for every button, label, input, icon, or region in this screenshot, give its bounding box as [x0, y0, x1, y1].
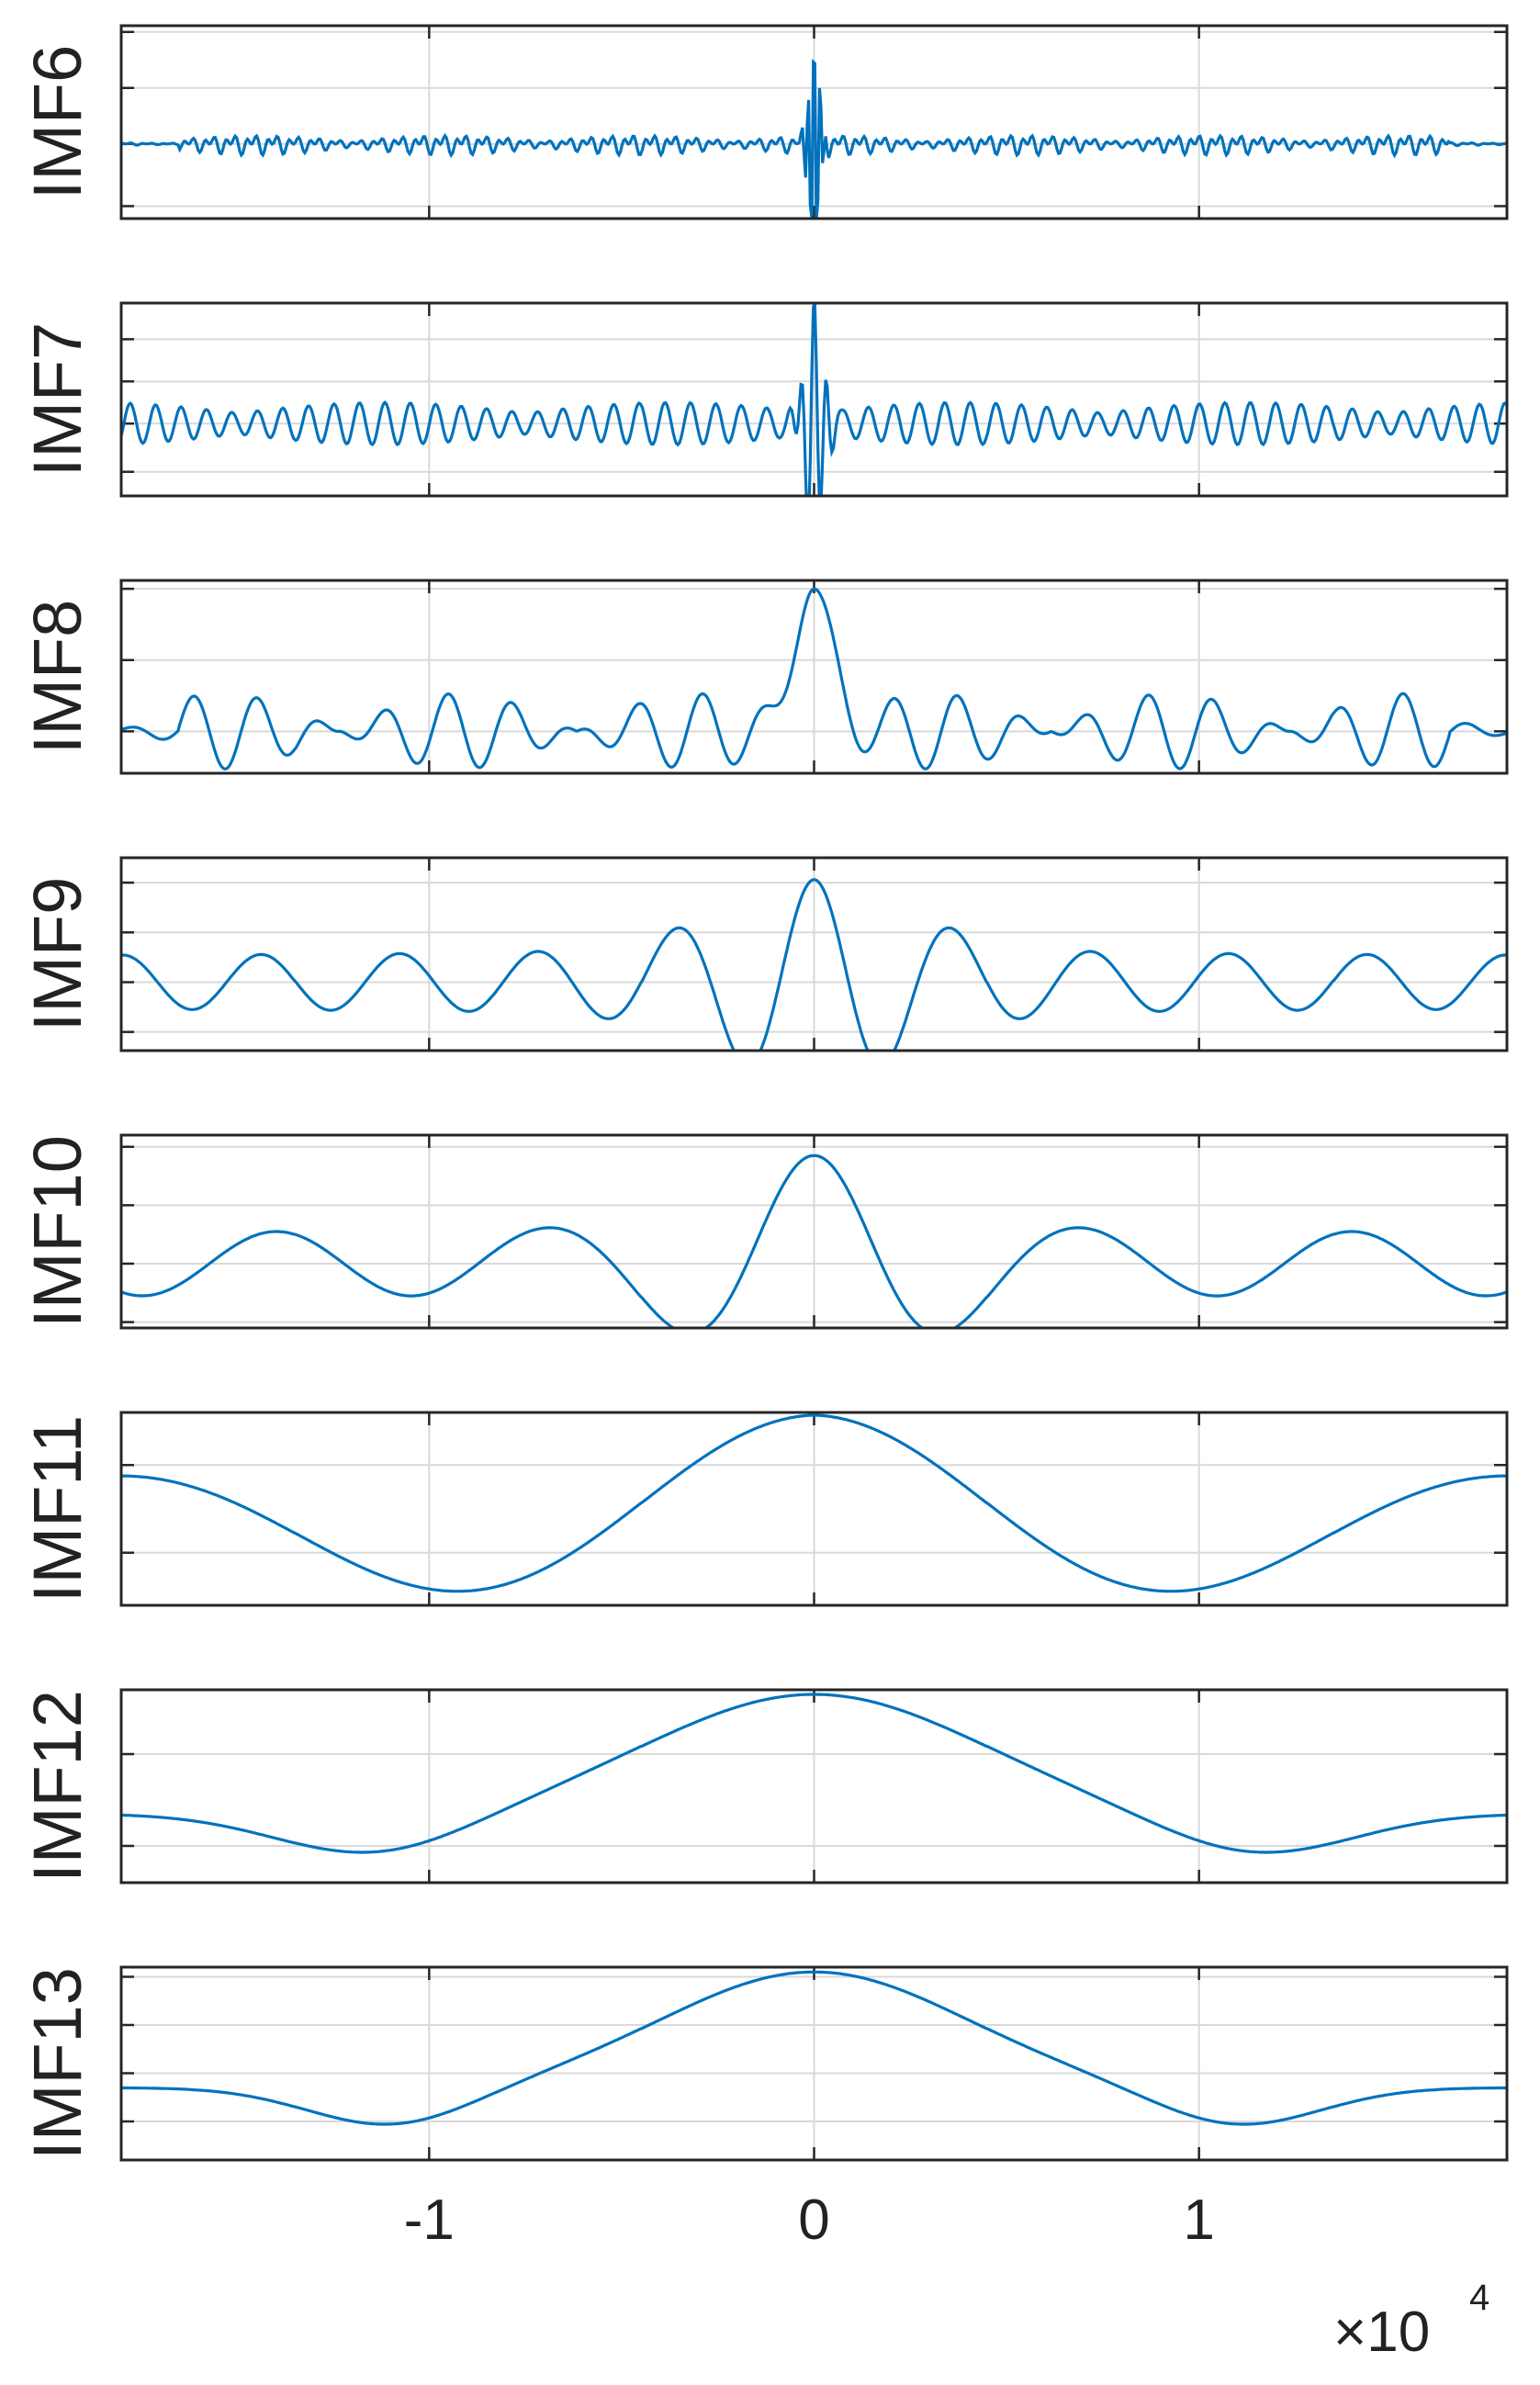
panels-group: IMF6 IMF7 IMF8 IMF9 IMF10 IMF11 IMF12 IMF13 — [19, 24, 1509, 2162]
x-tick-label: 0 — [798, 2188, 829, 2252]
imf-panel: IMF12 — [19, 1688, 1509, 1884]
y-axis-label: IMF13 — [19, 1967, 96, 2160]
imf-series-line — [121, 587, 1507, 771]
axes-frame — [119, 24, 1509, 220]
y-axis-label: IMF10 — [19, 1135, 96, 1328]
x-multiplier-exponent: 4 — [1469, 2278, 1489, 2318]
y-axis-label: IMF12 — [19, 1690, 96, 1883]
axes-frame — [119, 856, 1509, 1052]
imf-series-line — [121, 878, 1507, 1051]
axes-frame — [119, 579, 1509, 775]
imf-panel: IMF6 — [19, 24, 1509, 220]
imf-panel: IMF13 — [19, 1965, 1509, 2162]
axes-frame — [119, 1688, 1509, 1884]
axes-frame — [119, 1133, 1509, 1330]
y-axis-label: IMF6 — [19, 45, 96, 200]
imf-series-line — [121, 303, 1507, 496]
imf-series-line — [121, 1970, 1507, 2126]
y-axis-label: IMF11 — [19, 1415, 96, 1603]
imf-panel: IMF9 — [19, 856, 1509, 1052]
y-axis-label: IMF9 — [19, 877, 96, 1032]
y-axis-label: IMF7 — [19, 322, 96, 478]
axes-frame — [119, 301, 1509, 498]
x-multiplier-label: ×10 — [1333, 2301, 1430, 2364]
imf-series-line — [121, 58, 1507, 219]
x-tick-label: 1 — [1183, 2188, 1214, 2252]
imf-panel: IMF7 — [19, 301, 1509, 498]
imf-series-line — [121, 1413, 1507, 1593]
axes-frame — [119, 1965, 1509, 2162]
y-axis-label: IMF8 — [19, 600, 96, 755]
imf-series-line — [121, 1693, 1507, 1854]
x-tick-label: -1 — [404, 2188, 455, 2252]
imf-panel: IMF11 — [19, 1411, 1509, 1607]
imf-series-line — [121, 1153, 1507, 1328]
imf-panel: IMF8 — [19, 579, 1509, 775]
axes-frame — [119, 1411, 1509, 1607]
x-axis: -1 0 1 — [404, 2188, 1215, 2252]
imf-panel: IMF10 — [19, 1133, 1509, 1330]
